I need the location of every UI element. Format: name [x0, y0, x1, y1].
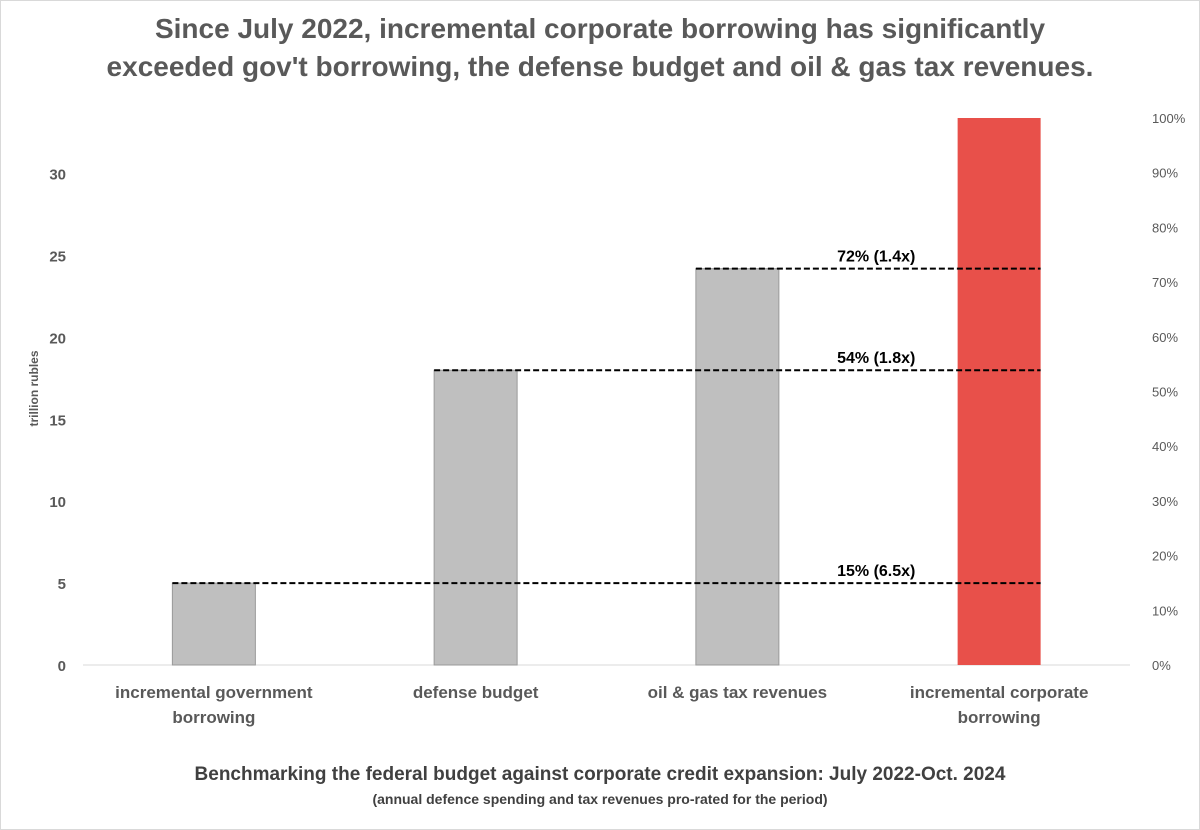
y2-tick-label: 60%: [1152, 330, 1178, 345]
bar-2: [695, 268, 780, 666]
y-tick-label: 20: [49, 330, 66, 347]
y-tick-label: 5: [58, 576, 66, 593]
y2-tick-label: 90%: [1152, 166, 1178, 181]
y2-tick-label: 40%: [1152, 439, 1178, 454]
y-tick-label: 30: [49, 167, 66, 184]
category-label: incremental government: [115, 683, 313, 702]
category-label: borrowing: [958, 708, 1041, 727]
y2-tick-label: 20%: [1152, 549, 1178, 564]
reference-label-1: 54% (1.8x): [837, 350, 915, 367]
footer-caption: Benchmarking the federal budget against …: [194, 764, 1006, 785]
category-label: incremental corporate: [910, 683, 1089, 702]
y-axis-right: 0% 10% 20% 30% 40% 50% 60% 70% 80% 90% 100%: [1152, 111, 1186, 673]
category-label: defense budget: [413, 683, 539, 702]
reference-label-0: 15% (6.5x): [837, 563, 915, 580]
category-label: borrowing: [172, 708, 255, 727]
reference-lines: 15% (6.5x) 54% (1.8x) 72% (1.4x): [172, 249, 1041, 585]
category-labels: incremental government borrowing defense b…: [115, 683, 1088, 727]
chart-title: Since July 2022, incremental corporate b…: [0, 10, 1200, 86]
bars: [83, 118, 1130, 666]
category-label: oil & gas tax revenues: [648, 683, 828, 702]
y-axis-label: trillion rubles: [27, 350, 41, 426]
y-tick-label: 0: [58, 658, 66, 675]
y2-tick-label: 10%: [1152, 603, 1178, 618]
chart-title-line-1: Since July 2022, incremental corporate b…: [154, 13, 1046, 44]
y-tick-label: 10: [49, 494, 66, 511]
chart-footer: Benchmarking the federal budget against …: [0, 762, 1200, 810]
footer-note: (annual defence spending and tax revenue…: [372, 791, 828, 807]
y2-tick-label: 100%: [1152, 111, 1186, 126]
y2-tick-label: 30%: [1152, 494, 1178, 509]
y-tick-label: 25: [49, 249, 66, 266]
y2-tick-label: 80%: [1152, 220, 1178, 235]
bar-1: [433, 369, 518, 666]
y2-tick-label: 70%: [1152, 275, 1178, 290]
y2-tick-label: 50%: [1152, 385, 1178, 400]
bar-0: [171, 582, 256, 666]
y-axis-left: 0 5 10 15 20 25 30: [49, 167, 66, 675]
y2-tick-label: 0%: [1152, 658, 1171, 673]
reference-label-2: 72% (1.4x): [837, 249, 915, 266]
bar-3: [957, 118, 1041, 665]
y-axis-title: trillion rubles: [27, 350, 41, 426]
chart-title-line-2: exceeded gov't borrowing, the defense bu…: [106, 51, 1094, 82]
y-tick-label: 15: [49, 412, 66, 429]
